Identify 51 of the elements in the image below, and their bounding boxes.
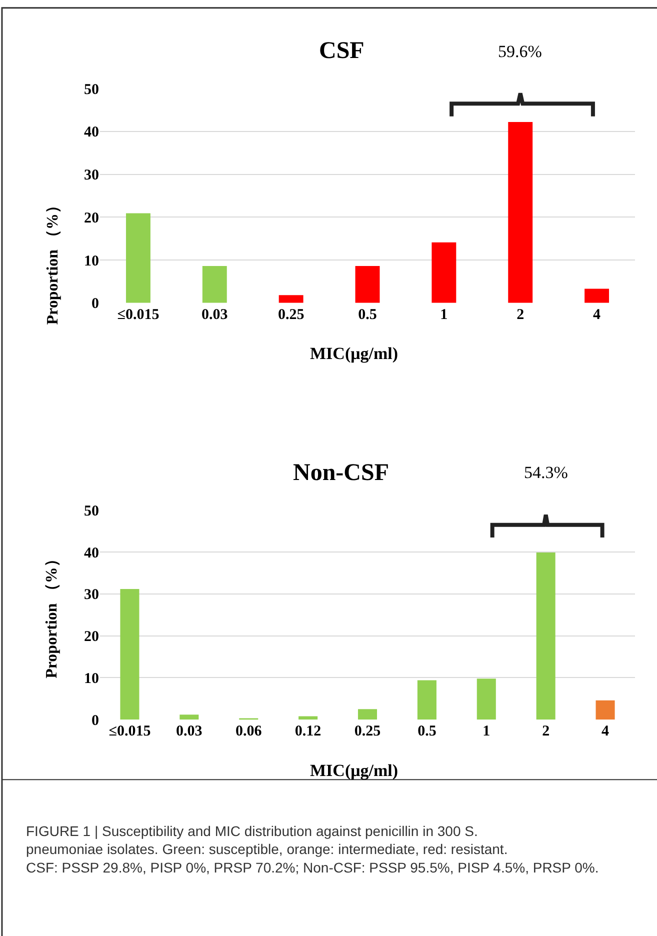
bar xyxy=(417,680,436,720)
x-tick-label: 0.5 xyxy=(358,306,377,323)
x-tick-label: 0.03 xyxy=(176,724,202,740)
y-tick-label: 0 xyxy=(92,712,99,729)
y-tick-label: 40 xyxy=(84,124,99,141)
x-tick-label: 2 xyxy=(516,306,524,323)
bar xyxy=(180,714,199,720)
y-tick-label: 50 xyxy=(84,82,99,98)
bar xyxy=(432,242,456,303)
chart-title: Non-CSF xyxy=(293,460,390,486)
y-tick-label: 20 xyxy=(84,210,99,226)
y-tick-label: 0 xyxy=(92,296,99,312)
y-tick-label: 20 xyxy=(84,629,99,646)
y-axis-title: Proportion （%） xyxy=(44,197,62,325)
x-axis-title: MIC(μg/ml) xyxy=(310,761,398,780)
y-tick-label: 50 xyxy=(84,504,99,520)
y-axis-title: Proportion （%） xyxy=(44,551,61,678)
bar xyxy=(358,709,378,720)
x-tick-label: 0.25 xyxy=(278,306,304,323)
bar xyxy=(202,266,227,303)
bar xyxy=(536,552,556,720)
x-tick-label: 0.12 xyxy=(294,724,322,740)
x-tick-label: 4 xyxy=(602,724,610,740)
bar xyxy=(596,700,615,720)
x-tick-label: 2 xyxy=(542,724,550,740)
bar xyxy=(476,678,496,720)
bar xyxy=(355,266,380,303)
x-tick-label: 4 xyxy=(593,306,602,323)
bar xyxy=(508,122,533,303)
y-tick-label: 40 xyxy=(84,545,99,562)
x-tick-label: 0.25 xyxy=(354,724,381,740)
x-axis-title: MIC(μg/ml) xyxy=(310,344,398,363)
bar xyxy=(126,213,150,303)
y-tick-label: 10 xyxy=(84,253,99,270)
x-tick-label: ≤0.015 xyxy=(117,306,160,323)
text: 59.6% xyxy=(498,42,542,61)
caption: FIGURE 1 | Susceptibility and MIC distribution against penicillin in 300 S. pneumoniae isolates. Green: susceptible, orange: intermediate, red: resistant. CSF: PSSP 29.8%, PISP 0%, PRSP 70.2%; Non-CSF: PSSP 95.5%, PISP 4.5%, PRSP 0%. xyxy=(26,823,599,876)
x-tick-label: 0.03 xyxy=(202,306,228,323)
x-tick-label: 0.5 xyxy=(418,724,436,740)
bar xyxy=(584,288,610,303)
bar xyxy=(120,588,140,720)
y-tick-label: 30 xyxy=(84,587,99,604)
bar xyxy=(278,295,304,303)
x-tick-label: 1 xyxy=(440,306,448,323)
x-tick-label: 1 xyxy=(482,724,490,740)
chart-title: CSF xyxy=(319,38,364,64)
y-tick-label: 10 xyxy=(84,670,99,687)
x-tick-label: ≤0.015 xyxy=(108,724,151,740)
x-tick-label: 0.06 xyxy=(235,724,262,740)
y-tick-label: 30 xyxy=(84,168,99,184)
text: 54.3% xyxy=(524,463,568,482)
